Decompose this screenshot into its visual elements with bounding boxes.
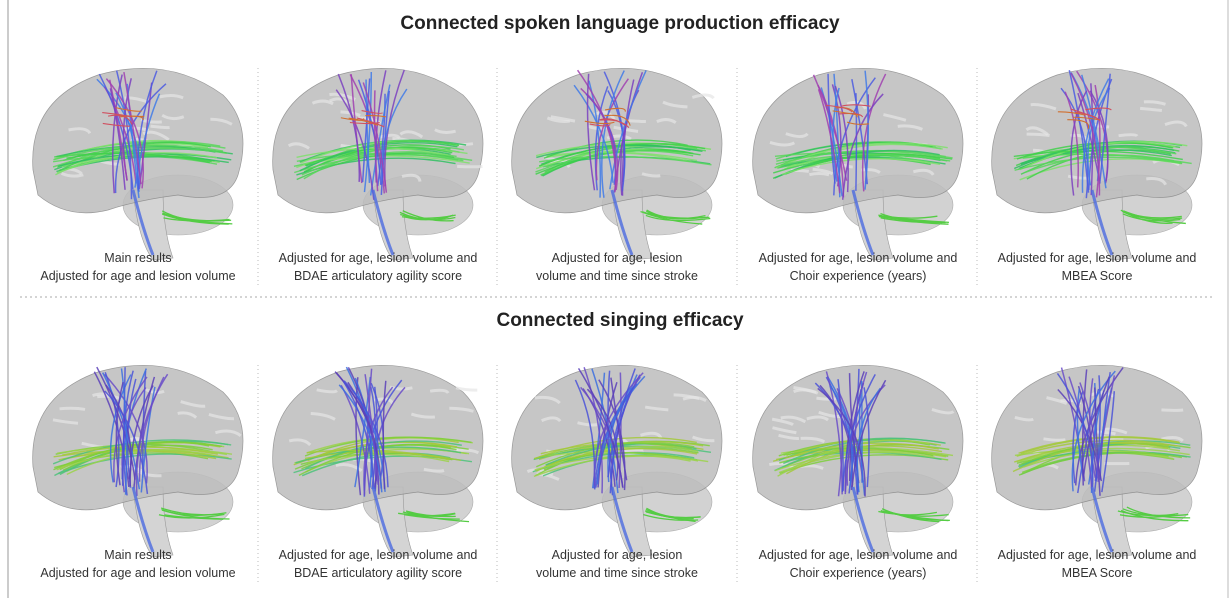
gyrus [424, 469, 444, 471]
panel: Adjusted for age, lesion volume and MBEA … [992, 365, 1202, 580]
panel-caption: Adjusted for age and lesion volume [40, 566, 235, 580]
panel-caption: Adjusted for age, lesion volume and [279, 251, 478, 265]
panel-caption: Main results [104, 251, 171, 265]
panel: Adjusted for age, lesion volume and Choir… [753, 365, 963, 580]
panel-caption: Adjusted for age, lesion volume and [998, 251, 1197, 265]
panel: Adjusted for age, lesion volume and BDAE … [273, 68, 483, 283]
panel-caption: Adjusted for age, lesion [552, 548, 683, 562]
section-title: Connected singing efficacy [496, 310, 743, 331]
panel: Adjusted for age, lesion volume and BDAE … [273, 365, 483, 580]
panel-caption: Choir experience (years) [790, 566, 927, 580]
gyrus [1027, 134, 1050, 135]
panel-caption: Adjusted for age, lesion volume and [759, 251, 958, 265]
gyrus [1043, 439, 1065, 440]
panel-caption: Main results [104, 548, 171, 562]
page: Connected spoken language production eff… [0, 0, 1230, 598]
panel-caption: Choir experience (years) [790, 269, 927, 283]
panel-caption: volume and time since stroke [536, 566, 698, 580]
figure: Connected spoken language production eff… [0, 0, 1230, 598]
panel-caption: Adjusted for age, lesion volume and [759, 548, 958, 562]
panel-caption: BDAE articulatory agility score [294, 566, 462, 580]
panel-caption: Adjusted for age and lesion volume [40, 269, 235, 283]
panel: Adjusted for age, lesion volume and Choir… [753, 68, 963, 283]
panel-caption: Adjusted for age, lesion volume and [998, 548, 1197, 562]
panel-caption: MBEA Score [1062, 566, 1133, 580]
panel-caption: Adjusted for age, lesion [552, 251, 683, 265]
gyrus [816, 398, 836, 399]
panel-caption: volume and time since stroke [536, 269, 698, 283]
gyrus [151, 126, 170, 127]
panel-caption: Adjusted for age, lesion volume and [279, 548, 478, 562]
panel: Adjusted for age, lesion volume and MBEA … [992, 68, 1202, 283]
panel-caption: MBEA Score [1062, 269, 1133, 283]
gyrus [1119, 135, 1138, 136]
section-title: Connected spoken language production eff… [400, 13, 840, 34]
gyrus [809, 173, 829, 174]
gyrus [60, 408, 85, 409]
panel-caption: BDAE articulatory agility score [294, 269, 462, 283]
